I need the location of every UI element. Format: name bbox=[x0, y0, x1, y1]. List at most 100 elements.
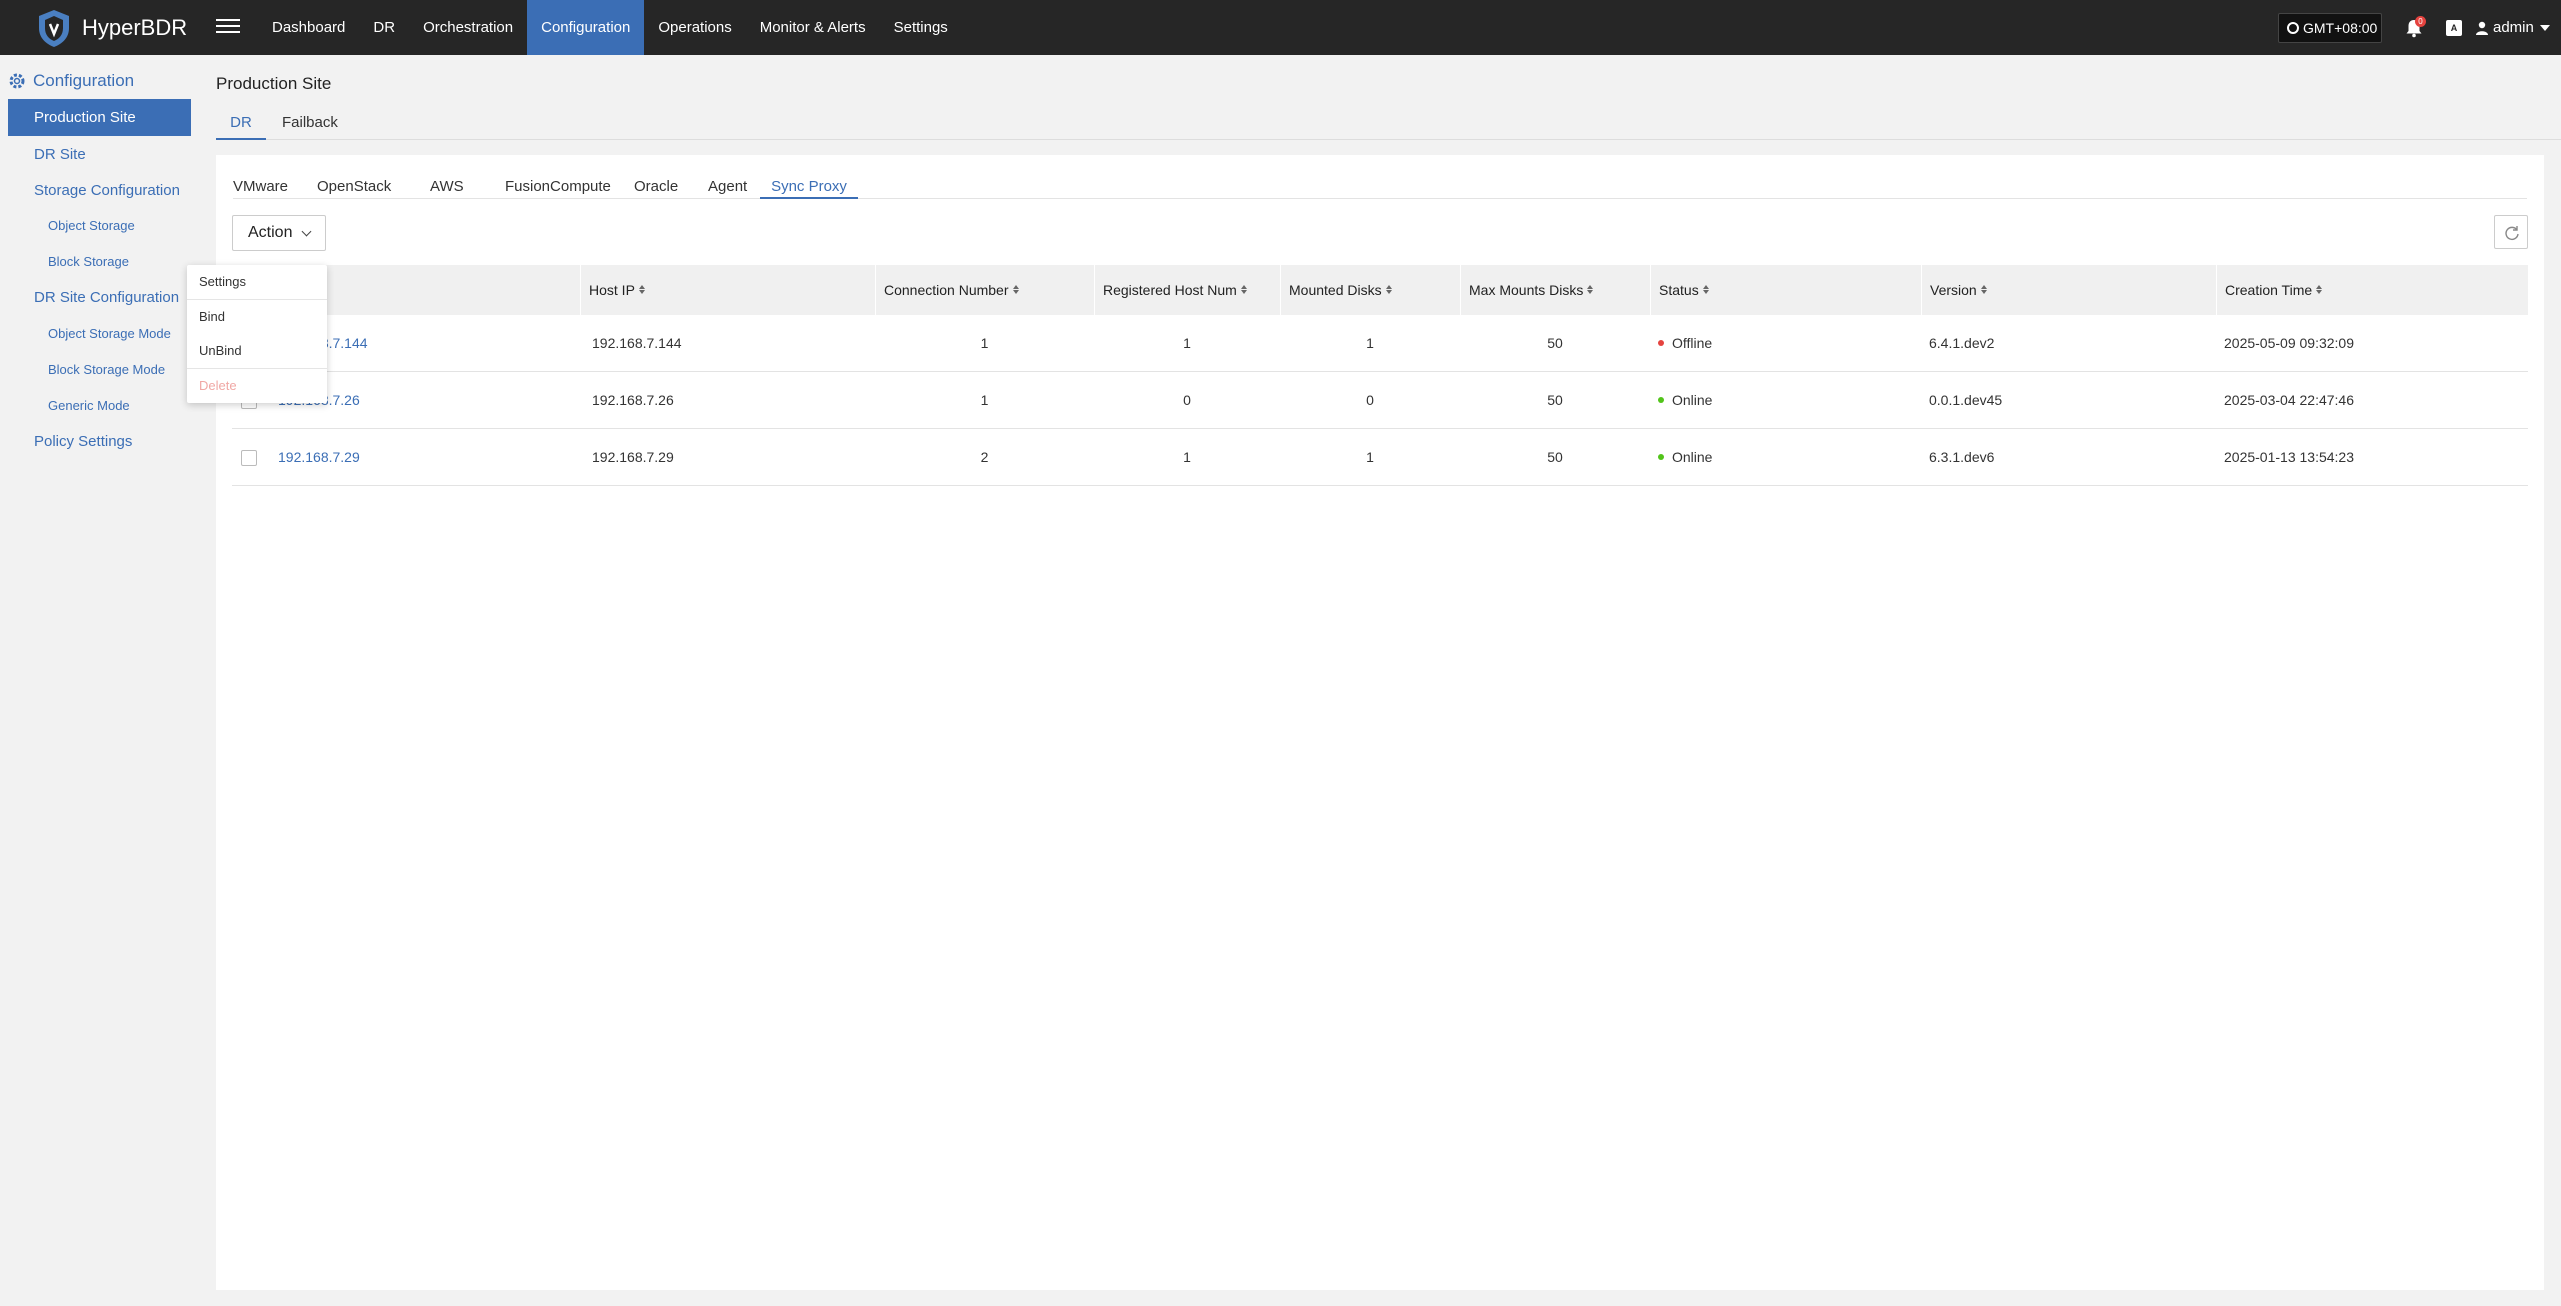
top-nav: Dashboard DR Orchestration Configuration… bbox=[258, 0, 962, 55]
tab-aws[interactable]: AWS bbox=[430, 178, 464, 195]
platform-tabs: VMware OpenStack AWS FusionCompute Oracl… bbox=[233, 163, 2527, 199]
column-header-max-mounts-disks[interactable]: Max Mounts Disks bbox=[1460, 265, 1650, 315]
status-label: Offline bbox=[1672, 335, 1713, 351]
sidebar-item-production-site[interactable]: Production Site bbox=[8, 99, 191, 136]
status-cell: Offline bbox=[1658, 315, 1712, 372]
table-row: 192.168.7.144 192.168.7.144 1 1 1 50 Off… bbox=[232, 315, 2528, 372]
nav-orchestration[interactable]: Orchestration bbox=[423, 19, 514, 36]
sort-icon[interactable] bbox=[1012, 285, 1019, 294]
sidebar-item-storage-configuration[interactable]: Storage Configuration bbox=[34, 182, 180, 199]
sidebar-title: Configuration bbox=[33, 71, 135, 90]
creation-time-cell: 2025-03-04 22:47:46 bbox=[2224, 392, 2354, 408]
registered-host-cell: 0 bbox=[1183, 392, 1191, 408]
status-cell: Online bbox=[1658, 429, 1712, 486]
column-header-creation-time[interactable]: Creation Time bbox=[2216, 265, 2528, 315]
menu-item-bind[interactable]: Bind bbox=[199, 309, 226, 324]
sort-icon[interactable] bbox=[1587, 285, 1594, 294]
nav-dr[interactable]: DR bbox=[373, 19, 396, 36]
proxy-name-link[interactable]: 192.168.7.29 bbox=[278, 449, 360, 465]
sort-icon[interactable] bbox=[1980, 285, 1987, 294]
column-header-connection-number[interactable]: Connection Number bbox=[875, 265, 1094, 315]
menu-item-delete[interactable]: Delete bbox=[199, 378, 237, 393]
app-logo[interactable]: HyperBDR bbox=[36, 8, 187, 48]
refresh-button[interactable] bbox=[2494, 215, 2528, 249]
sort-icon[interactable] bbox=[1702, 285, 1709, 294]
menu-item-settings[interactable]: Settings bbox=[199, 274, 246, 289]
tab-fusioncompute[interactable]: FusionCompute bbox=[505, 178, 611, 195]
menu-item-unbind[interactable]: UnBind bbox=[199, 343, 242, 358]
action-button[interactable]: Action bbox=[232, 215, 326, 251]
sidebar-item-dr-site[interactable]: DR Site bbox=[34, 146, 86, 163]
nav-monitor-alerts[interactable]: Monitor & Alerts bbox=[759, 19, 866, 36]
mounted-disks-cell: 1 bbox=[1366, 335, 1374, 351]
mounted-disks-cell: 1 bbox=[1366, 449, 1374, 465]
creation-time-cell: 2025-05-09 09:32:09 bbox=[2224, 335, 2354, 351]
column-header-host-ip[interactable]: Host IP bbox=[580, 265, 875, 315]
sidebar-item-block-storage[interactable]: Block Storage bbox=[48, 254, 129, 269]
status-dot-online bbox=[1658, 454, 1664, 460]
nav-operations[interactable]: Operations bbox=[658, 19, 732, 36]
sidebar-item-object-storage[interactable]: Object Storage bbox=[48, 218, 135, 233]
timezone-label: GMT+08:00 bbox=[2303, 20, 2378, 36]
app-name: HyperBDR bbox=[82, 15, 188, 40]
tab-failback[interactable]: Failback bbox=[282, 114, 338, 131]
column-header-status[interactable]: Status bbox=[1650, 265, 1921, 315]
status-label: Online bbox=[1672, 449, 1713, 465]
sidebar-header: Configuration bbox=[8, 71, 134, 91]
host-ip-cell: 192.168.7.26 bbox=[592, 392, 674, 408]
chevron-down-icon bbox=[301, 226, 312, 237]
nav-dashboard[interactable]: Dashboard bbox=[272, 19, 346, 36]
sidebar-item-object-storage-mode[interactable]: Object Storage Mode bbox=[48, 326, 171, 341]
status-label: Online bbox=[1672, 392, 1713, 408]
status-dot-offline bbox=[1658, 340, 1664, 346]
content-card: VMware OpenStack AWS FusionCompute Oracl… bbox=[216, 155, 2544, 1290]
tab-agent[interactable]: Agent bbox=[708, 178, 748, 195]
mounted-disks-cell: 0 bbox=[1366, 392, 1374, 408]
nav-settings[interactable]: Settings bbox=[893, 19, 948, 36]
tab-oracle[interactable]: Oracle bbox=[634, 178, 679, 195]
connection-number-cell: 1 bbox=[980, 392, 989, 408]
column-header-registered-host-num[interactable]: Registered Host Num bbox=[1094, 265, 1280, 315]
registered-host-cell: 1 bbox=[1183, 449, 1191, 465]
clock-icon bbox=[2287, 22, 2299, 34]
gear-icon bbox=[9, 73, 25, 89]
shield-logo-icon bbox=[39, 10, 69, 47]
user-icon bbox=[2476, 21, 2488, 35]
sort-icon[interactable] bbox=[638, 285, 645, 294]
version-cell: 0.0.1.dev45 bbox=[1929, 392, 2003, 408]
status-dot-online bbox=[1658, 397, 1664, 403]
action-label: Action bbox=[248, 224, 293, 241]
language-icon[interactable]: A bbox=[2446, 20, 2462, 36]
tab-vmware[interactable]: VMware bbox=[233, 178, 289, 195]
creation-time-cell: 2025-01-13 13:54:23 bbox=[2224, 449, 2354, 465]
page-title: Production Site bbox=[216, 74, 332, 93]
sort-icon[interactable] bbox=[1240, 285, 1247, 294]
nav-configuration[interactable]: Configuration bbox=[527, 0, 645, 55]
table-row: 192.168.7.26 192.168.7.26 1 0 0 50 Onlin… bbox=[232, 372, 2528, 429]
sidebar-item-policy-settings[interactable]: Policy Settings bbox=[34, 433, 133, 450]
sidebar: Configuration Production Site DR Site St… bbox=[0, 55, 200, 1306]
sidebar-item-generic-mode[interactable]: Generic Mode bbox=[48, 398, 130, 413]
tab-openstack[interactable]: OpenStack bbox=[317, 178, 392, 195]
connection-number-cell: 2 bbox=[980, 449, 989, 465]
sidebar-item-dr-site-configuration[interactable]: DR Site Configuration bbox=[34, 289, 180, 306]
host-ip-cell: 192.168.7.29 bbox=[592, 449, 674, 465]
top-bar: HyperBDR Dashboard DR Orchestration Conf… bbox=[0, 0, 2561, 55]
row-checkbox[interactable] bbox=[241, 450, 257, 466]
version-cell: 6.4.1.dev2 bbox=[1929, 335, 1995, 351]
tab-sync-proxy[interactable]: Sync Proxy bbox=[760, 163, 858, 199]
sort-icon[interactable] bbox=[2316, 285, 2323, 294]
column-header-version[interactable]: Version bbox=[1921, 265, 2216, 315]
sort-icon[interactable] bbox=[1385, 285, 1392, 294]
status-cell: Online bbox=[1658, 372, 1712, 429]
registered-host-cell: 1 bbox=[1183, 335, 1191, 351]
column-header-mounted-disks[interactable]: Mounted Disks bbox=[1280, 265, 1460, 315]
user-menu[interactable]: admin bbox=[2476, 0, 2550, 55]
menu-toggle-icon[interactable] bbox=[216, 15, 240, 39]
menu-divider bbox=[187, 299, 327, 300]
table-header: Host IP Connection Number Registered Hos… bbox=[232, 265, 2528, 315]
tab-dr[interactable]: DR bbox=[216, 110, 266, 140]
sidebar-item-block-storage-mode[interactable]: Block Storage Mode bbox=[48, 362, 166, 377]
refresh-icon bbox=[2505, 226, 2519, 240]
timezone-button[interactable]: GMT+08:00 bbox=[2278, 13, 2382, 43]
